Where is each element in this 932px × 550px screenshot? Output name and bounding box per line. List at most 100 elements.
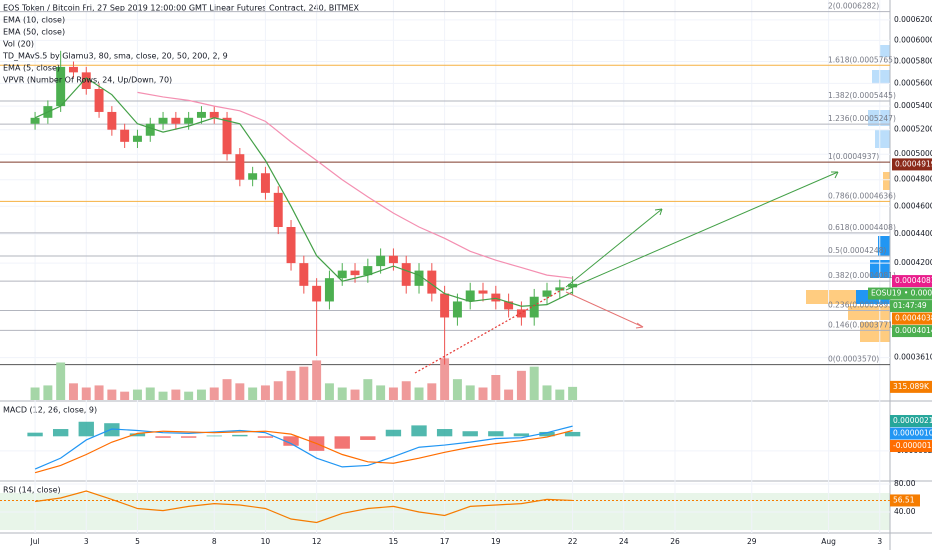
price-badge: 0.0004014 bbox=[895, 326, 932, 335]
arrow bbox=[565, 171, 839, 291]
volume-bar bbox=[209, 387, 219, 400]
macd-badge-bg bbox=[890, 427, 932, 440]
volume-bar bbox=[324, 383, 334, 400]
rsi-line bbox=[34, 490, 573, 524]
legend-entry: EMA (50, close) bbox=[3, 28, 65, 37]
candle-body bbox=[132, 135, 142, 142]
candle-body bbox=[107, 111, 117, 130]
volume-bar bbox=[196, 389, 206, 400]
chart-title: EOS Token / Bitcoin Fri, 27 Sep 2019 12:… bbox=[3, 4, 360, 13]
arrow-head bbox=[654, 208, 663, 216]
macd-hist bbox=[411, 425, 427, 437]
fib-label: 0.382(0.0004081) bbox=[828, 271, 896, 280]
price-badge: EOSU19 • 0.0004063 bbox=[871, 289, 932, 298]
fib-label: 0(0.0003570) bbox=[828, 355, 879, 364]
price-badge-bg bbox=[892, 158, 932, 171]
volume-bar bbox=[491, 375, 501, 400]
macd-hist bbox=[564, 431, 581, 437]
macd-hist bbox=[257, 436, 274, 438]
volume-bar bbox=[56, 362, 66, 400]
candle-body bbox=[465, 290, 475, 302]
candle-body bbox=[324, 278, 334, 302]
y-tick-label: 0.0005600 bbox=[894, 78, 932, 87]
legend-entry: EMA (5, close) bbox=[3, 64, 60, 73]
macd-hist bbox=[155, 436, 171, 438]
volume-bar bbox=[376, 385, 386, 400]
x-tick-label: 10 bbox=[261, 537, 271, 546]
candle-body bbox=[312, 285, 322, 302]
y-tick-label: 0.0005800 bbox=[894, 56, 932, 65]
candle-body bbox=[120, 129, 130, 142]
vpvr-bar bbox=[875, 130, 890, 148]
candle-body bbox=[388, 255, 398, 264]
fib-label: 0.236(0.0003893) bbox=[828, 301, 896, 310]
volume-bar bbox=[529, 366, 539, 400]
y-tick-label: 0.0004800 bbox=[894, 175, 932, 184]
arrow bbox=[565, 291, 644, 328]
candle-body bbox=[555, 287, 565, 291]
candle-body bbox=[235, 154, 245, 180]
price-badge: 0.0004081 bbox=[895, 276, 932, 285]
y-tick-label: 0.0005000 bbox=[894, 149, 932, 158]
candle-body bbox=[286, 227, 296, 264]
countdown: 01:47:49 bbox=[893, 301, 927, 310]
macd-hist bbox=[206, 435, 222, 437]
volume-bar bbox=[337, 387, 347, 400]
volume-bar bbox=[273, 381, 283, 400]
fib-label: 1.618(0.0005765) bbox=[828, 55, 896, 64]
candle-body bbox=[401, 263, 411, 286]
volume-bar bbox=[286, 370, 296, 400]
y-tick-label: 0.0005400 bbox=[894, 101, 932, 110]
volume-bar bbox=[68, 383, 78, 400]
arrow-head bbox=[831, 171, 839, 179]
price-badge-bg bbox=[892, 325, 932, 338]
candle-body bbox=[260, 173, 270, 193]
macd-badge: -0.0000010 bbox=[893, 441, 932, 450]
y-tick-label: 0.0005200 bbox=[894, 125, 932, 134]
rsi-badge-bg bbox=[890, 494, 920, 507]
price-badge-bg bbox=[892, 275, 932, 288]
trend-line bbox=[414, 287, 566, 374]
volume-bar bbox=[107, 389, 117, 400]
candle-body bbox=[337, 270, 347, 279]
candle-body bbox=[56, 66, 66, 107]
macd-hist bbox=[334, 436, 350, 449]
macd-hist bbox=[27, 432, 43, 437]
x-tick-label: 3 bbox=[877, 537, 882, 546]
candle-body bbox=[299, 263, 309, 286]
candle-body bbox=[273, 192, 283, 228]
legend-entry: TD_MAvS.5 by Glamu3, 80, sma, close, 20,… bbox=[2, 52, 228, 61]
macd-line bbox=[34, 429, 573, 474]
volume-bar bbox=[248, 387, 258, 400]
drawings bbox=[414, 171, 839, 374]
macd-hist bbox=[385, 429, 402, 437]
ema-line bbox=[137, 91, 573, 279]
candle-body bbox=[427, 270, 437, 294]
countdown-bg bbox=[890, 300, 932, 313]
volume-bar bbox=[350, 389, 360, 400]
candle-body bbox=[529, 296, 539, 318]
candle-body bbox=[350, 270, 360, 276]
macd-title: MACD (12, 26, close, 9) bbox=[3, 406, 97, 415]
volume-bar bbox=[363, 379, 373, 400]
legend-entry: VPVR (Number Of Rows, 24, Up/Down, 70) bbox=[3, 76, 172, 85]
rsi-title: RSI (14, close) bbox=[3, 486, 61, 495]
fib-label: 0.618(0.0004408) bbox=[828, 223, 896, 232]
vpvr-bar bbox=[880, 45, 890, 57]
volume-bar bbox=[30, 387, 40, 400]
macd-hist bbox=[539, 431, 555, 437]
candle-body bbox=[363, 266, 373, 276]
volume-bar bbox=[465, 385, 475, 400]
macd-hist bbox=[283, 436, 299, 446]
macd-hist bbox=[462, 431, 478, 437]
volume-bar bbox=[401, 381, 411, 400]
macd-badge: 0.0000021 bbox=[893, 416, 932, 425]
volume-bar bbox=[184, 391, 194, 400]
volume-bar bbox=[94, 385, 104, 400]
fib-label: 2(0.0006282) bbox=[828, 2, 879, 11]
fib-label: 0.786(0.0004636) bbox=[828, 191, 896, 200]
vpvr-bar bbox=[872, 70, 890, 84]
volume-bar bbox=[235, 383, 245, 400]
candle-body bbox=[376, 255, 386, 267]
